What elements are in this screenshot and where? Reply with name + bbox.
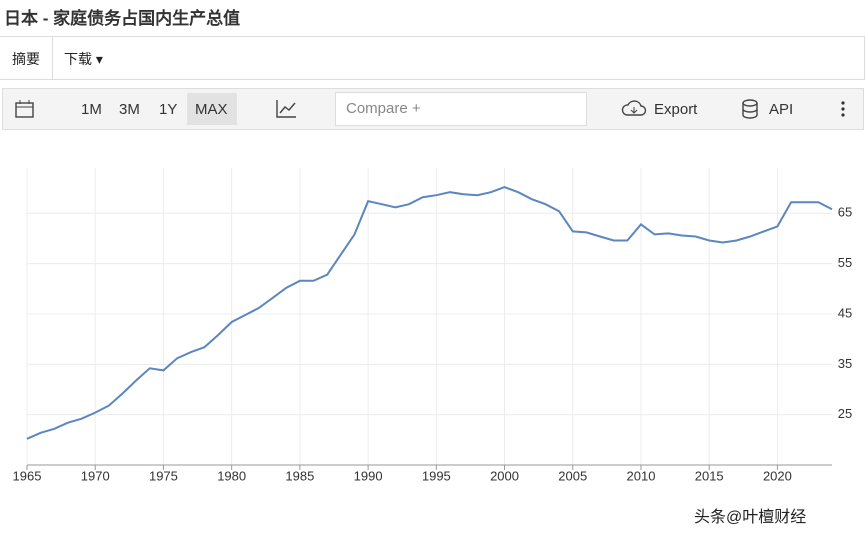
range-button[interactable]: 1M (81, 101, 102, 118)
range-button[interactable]: MAX (195, 101, 228, 118)
y-tick-label: 25 (838, 406, 852, 421)
tab-download-label[interactable]: 下载 (64, 51, 92, 67)
x-tick-label: 2005 (558, 468, 587, 483)
compare-input[interactable]: Compare + (335, 92, 587, 126)
export-button[interactable]: Export (654, 101, 698, 118)
x-tick-label: 2020 (763, 468, 792, 483)
data-line (26, 186, 833, 440)
x-tick-label: 1975 (149, 468, 178, 483)
y-tick-label: 55 (838, 255, 852, 270)
x-tick-label: 2010 (627, 468, 656, 483)
x-tick-label: 1970 (81, 468, 110, 483)
x-tick-label: 2015 (695, 468, 724, 483)
watermark: 头条@叶檀财经 (694, 509, 807, 526)
api-button[interactable]: API (769, 101, 794, 118)
y-tick-label: 45 (838, 305, 852, 320)
x-tick-label: 1985 (285, 468, 314, 483)
toolbar: 1M 3M 1Y MAX Compare + Export API (2, 88, 864, 130)
tab-bar: 摘要 下载 ▾ (0, 36, 865, 80)
range-button[interactable]: 1Y (159, 101, 178, 118)
more-menu[interactable] (839, 100, 847, 118)
active-range-bg (187, 93, 237, 125)
tab-download[interactable]: 下载 ▾ (64, 51, 103, 67)
export-icon[interactable] (621, 100, 647, 118)
y-tick-label: 65 (838, 205, 852, 220)
chart-type-icon[interactable] (275, 99, 297, 119)
calendar-icon[interactable] (15, 100, 35, 118)
y-tick-label: 35 (838, 356, 852, 371)
tab-summary[interactable]: 摘要 (12, 51, 40, 67)
range-button[interactable]: 3M (119, 101, 140, 118)
x-tick-label: 2000 (490, 468, 519, 483)
x-tick-label: 1965 (13, 468, 42, 483)
tab-bg (0, 37, 53, 79)
x-tick-label: 1995 (422, 468, 451, 483)
api-icon[interactable] (741, 99, 759, 119)
page-title: 日本 - 家庭债务占国内生产总值 (4, 9, 241, 28)
compare-placeholder: Compare + (346, 100, 421, 117)
x-tick-label: 1990 (354, 468, 383, 483)
x-tick-label: 1980 (217, 468, 246, 483)
